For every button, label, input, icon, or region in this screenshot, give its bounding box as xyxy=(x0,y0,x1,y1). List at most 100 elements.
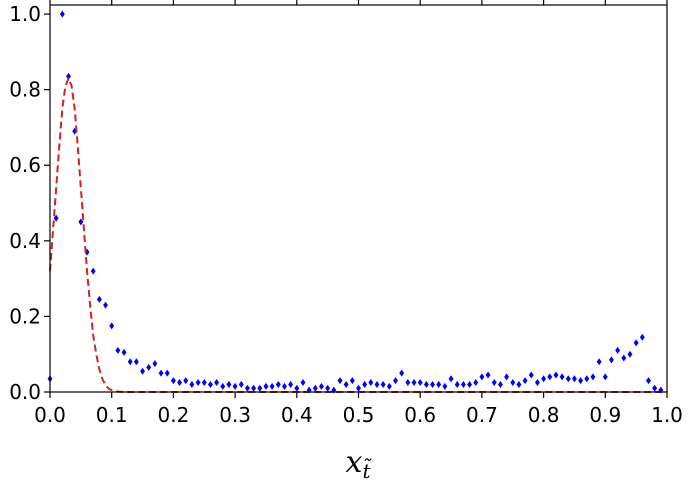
scatter-point xyxy=(578,377,584,385)
scatter-point xyxy=(66,72,71,80)
scatter-point xyxy=(553,371,559,379)
x-tick-label: 1.0 xyxy=(651,403,683,427)
scatter-point xyxy=(220,382,226,390)
scatter-point xyxy=(436,380,442,388)
scatter-point xyxy=(251,384,257,392)
scatter-point xyxy=(522,377,528,385)
y-tick-label: 1.0 xyxy=(9,2,41,26)
scatter-point xyxy=(214,379,220,387)
scatter-point xyxy=(386,382,392,390)
scatter-point xyxy=(312,384,318,392)
x-tick-label: 0.6 xyxy=(404,403,436,427)
scatter-point xyxy=(504,373,510,381)
scatter-point xyxy=(590,373,596,381)
scatter-point xyxy=(411,379,417,387)
scatter-point xyxy=(510,379,516,387)
scatter-point xyxy=(158,369,164,377)
scatter-point xyxy=(244,384,250,392)
scatter-point xyxy=(646,377,651,385)
scatter-point xyxy=(164,369,170,377)
scatter-point xyxy=(430,380,435,388)
scatter-point xyxy=(337,377,343,385)
y-tick-label: 0.4 xyxy=(9,229,41,253)
x-tick-label: 0.4 xyxy=(281,403,313,427)
y-tick-label: 0.8 xyxy=(9,78,41,102)
scatter-point xyxy=(658,386,664,394)
scatter-point xyxy=(442,382,448,390)
scatter-point xyxy=(275,380,281,388)
scatter-point xyxy=(146,363,152,371)
scatter-point xyxy=(349,377,355,385)
scatter-point xyxy=(491,379,497,387)
scatter-point xyxy=(652,384,658,392)
scatter-point xyxy=(78,218,84,226)
scatter-point xyxy=(103,301,108,309)
scatter-point xyxy=(226,380,232,388)
x-tick-label: 0.7 xyxy=(466,403,498,427)
scatter-point xyxy=(528,371,534,379)
scatter-point xyxy=(596,358,602,366)
x-tick-label: 0.0 xyxy=(34,403,66,427)
scatter-point xyxy=(399,369,405,377)
scatter-point xyxy=(621,354,627,362)
x-label-base: x xyxy=(346,445,363,480)
plot-frame xyxy=(49,4,668,393)
scatter-point xyxy=(534,379,540,387)
scatter-point xyxy=(627,350,633,358)
scatter-point xyxy=(263,382,269,390)
scatter-point xyxy=(207,380,213,388)
scatter-point xyxy=(170,377,176,385)
scatter-point xyxy=(201,379,207,387)
scatter-point xyxy=(602,373,608,381)
scatter-point xyxy=(547,373,553,381)
scatter-point xyxy=(405,379,411,387)
x-tick-label: 0.3 xyxy=(219,403,251,427)
scatter-point xyxy=(572,375,577,383)
scatter-point xyxy=(282,382,287,390)
y-tick-label: 0.2 xyxy=(9,304,41,328)
scatter-point xyxy=(325,384,331,392)
scatter-point xyxy=(467,380,473,388)
scatter-point xyxy=(96,295,102,303)
scatter-point xyxy=(460,380,466,388)
scatter-point xyxy=(454,380,460,388)
scatter-point xyxy=(559,373,565,381)
x-label-subscript: t̃ xyxy=(362,457,372,481)
x-tick-label: 0.5 xyxy=(343,403,375,427)
line-series xyxy=(49,75,667,393)
y-tick-label: 0.0 xyxy=(9,380,41,404)
scatter-point xyxy=(232,382,238,390)
y-tick-label: 0.6 xyxy=(9,153,41,177)
scatter-point xyxy=(368,379,374,387)
scatter-point xyxy=(497,380,503,388)
scatter-point xyxy=(615,346,621,354)
x-tick-label: 0.8 xyxy=(528,403,560,427)
scatter-point xyxy=(300,379,306,387)
scatter-point xyxy=(133,358,139,366)
scatter-point xyxy=(374,380,380,388)
scatter-point xyxy=(109,322,115,330)
scatter-point xyxy=(609,356,614,364)
scatter-point xyxy=(356,384,361,392)
scatter-point xyxy=(238,380,244,388)
scatter-point xyxy=(152,360,158,368)
scatter-point xyxy=(115,346,121,354)
scatter-point xyxy=(639,333,645,341)
scatter-point xyxy=(541,375,547,383)
scatter-point xyxy=(53,214,59,222)
scatter-point xyxy=(195,379,201,387)
scatter-point xyxy=(183,377,189,385)
scatter-point xyxy=(485,371,491,379)
scatter-point xyxy=(393,377,398,385)
scatter-point xyxy=(189,380,195,388)
scatter-point xyxy=(423,380,429,388)
scatter-point xyxy=(257,384,263,392)
scatter-point xyxy=(294,384,300,392)
scatter-point xyxy=(633,339,639,347)
scatter-point xyxy=(59,10,65,18)
x-axis-label: xt̃ xyxy=(346,445,373,481)
scatter-point xyxy=(140,367,145,375)
x-tick-label: 0.2 xyxy=(157,403,189,427)
scatter-point xyxy=(448,375,454,383)
